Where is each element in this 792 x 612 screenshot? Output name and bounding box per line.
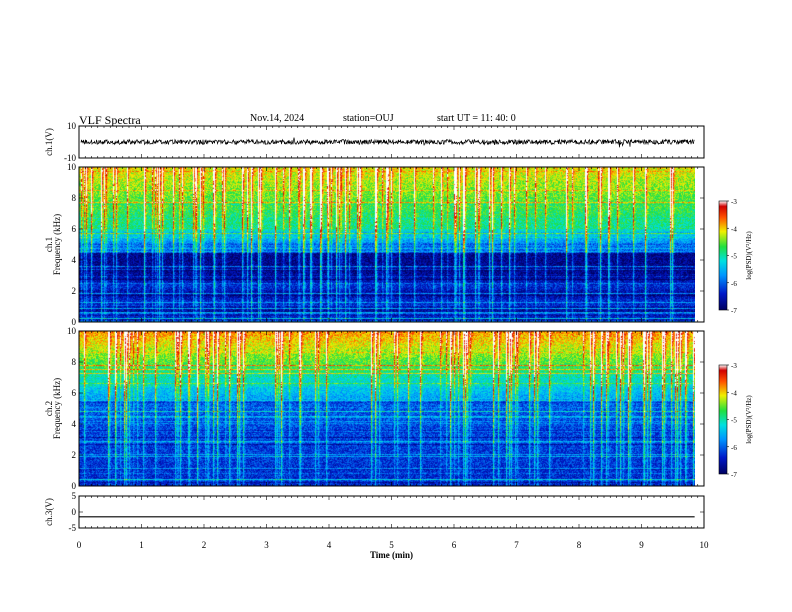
y-tick-label: 8 [72, 357, 77, 367]
colorbar-label: log(PSD)(V²/Hz) [745, 231, 753, 280]
x-tick-label: 3 [264, 540, 269, 550]
y-tick-label: 6 [72, 224, 77, 234]
y-axis-label: Frequency (kHz) [52, 214, 62, 275]
x-tick-label: 4 [327, 540, 332, 550]
station-label: station=OUJ [343, 113, 394, 124]
ch1-spectrogram-image [79, 167, 695, 322]
x-axis-label: Time (min) [370, 550, 413, 560]
colorbar-tick-label: -4 [731, 389, 737, 397]
colorbar-tick-label: -3 [731, 198, 737, 206]
y-tick-label: 10 [67, 162, 77, 172]
y-tick-label: 10 [67, 121, 77, 131]
y-tick-label: 0 [72, 507, 77, 517]
ch2-spectrogram-image [79, 331, 695, 486]
colorbar-tick-label: -7 [731, 471, 737, 479]
y-axis-label: ch.3(V) [44, 498, 54, 526]
x-tick-label: 8 [577, 540, 582, 550]
colorbar-tick-label: -6 [731, 444, 737, 452]
x-tick-label: 1 [139, 540, 144, 550]
y-tick-label: 0 [72, 317, 77, 327]
y-tick-label: 6 [72, 388, 77, 398]
x-tick-label: 7 [514, 540, 519, 550]
y-tick-label: 4 [72, 419, 77, 429]
y-tick-label: 2 [72, 286, 77, 296]
colorbar-label: log(PSD)(V²/Hz) [745, 395, 753, 444]
x-tick-label: 10 [700, 540, 710, 550]
colorbar-tick-label: -5 [731, 253, 737, 261]
colorbar-tick-label: -5 [731, 417, 737, 425]
colorbar-1 [718, 200, 728, 311]
colorbar-tick-label: -3 [731, 362, 737, 370]
y-tick-label: 8 [72, 193, 77, 203]
y-axis-label: ch.1(V) [44, 128, 54, 156]
colorbar-2 [718, 364, 728, 475]
x-tick-label: 2 [202, 540, 207, 550]
start-time-label: start UT = 11: 40: 0 [437, 113, 516, 124]
x-tick-label: 5 [389, 540, 394, 550]
y-tick-label: 5 [72, 491, 77, 501]
y-axis-channel-label: ch.1 [44, 237, 54, 252]
x-tick-label: 6 [452, 540, 457, 550]
panel-frame-4 [78, 495, 705, 529]
y-tick-label: 10 [67, 326, 77, 336]
date-label: Nov.14, 2024 [250, 113, 305, 124]
y-axis-label: Frequency (kHz) [52, 378, 62, 439]
y-tick-label: -5 [69, 523, 77, 533]
colorbar-tick-label: -4 [731, 225, 737, 233]
y-tick-label: 2 [72, 450, 77, 460]
x-tick-label: 9 [639, 540, 644, 550]
ch1-waveform-line [80, 137, 695, 148]
y-tick-label: -10 [64, 153, 76, 163]
y-tick-label: 0 [72, 481, 77, 491]
colorbar-tick-label: -6 [731, 280, 737, 288]
y-axis-channel-label: ch.2 [44, 401, 54, 416]
x-tick-label: 0 [77, 540, 82, 550]
colorbar-tick-label: -7 [731, 307, 737, 315]
y-tick-label: 4 [72, 255, 77, 265]
chart-title: VLF Spectra [79, 113, 141, 127]
